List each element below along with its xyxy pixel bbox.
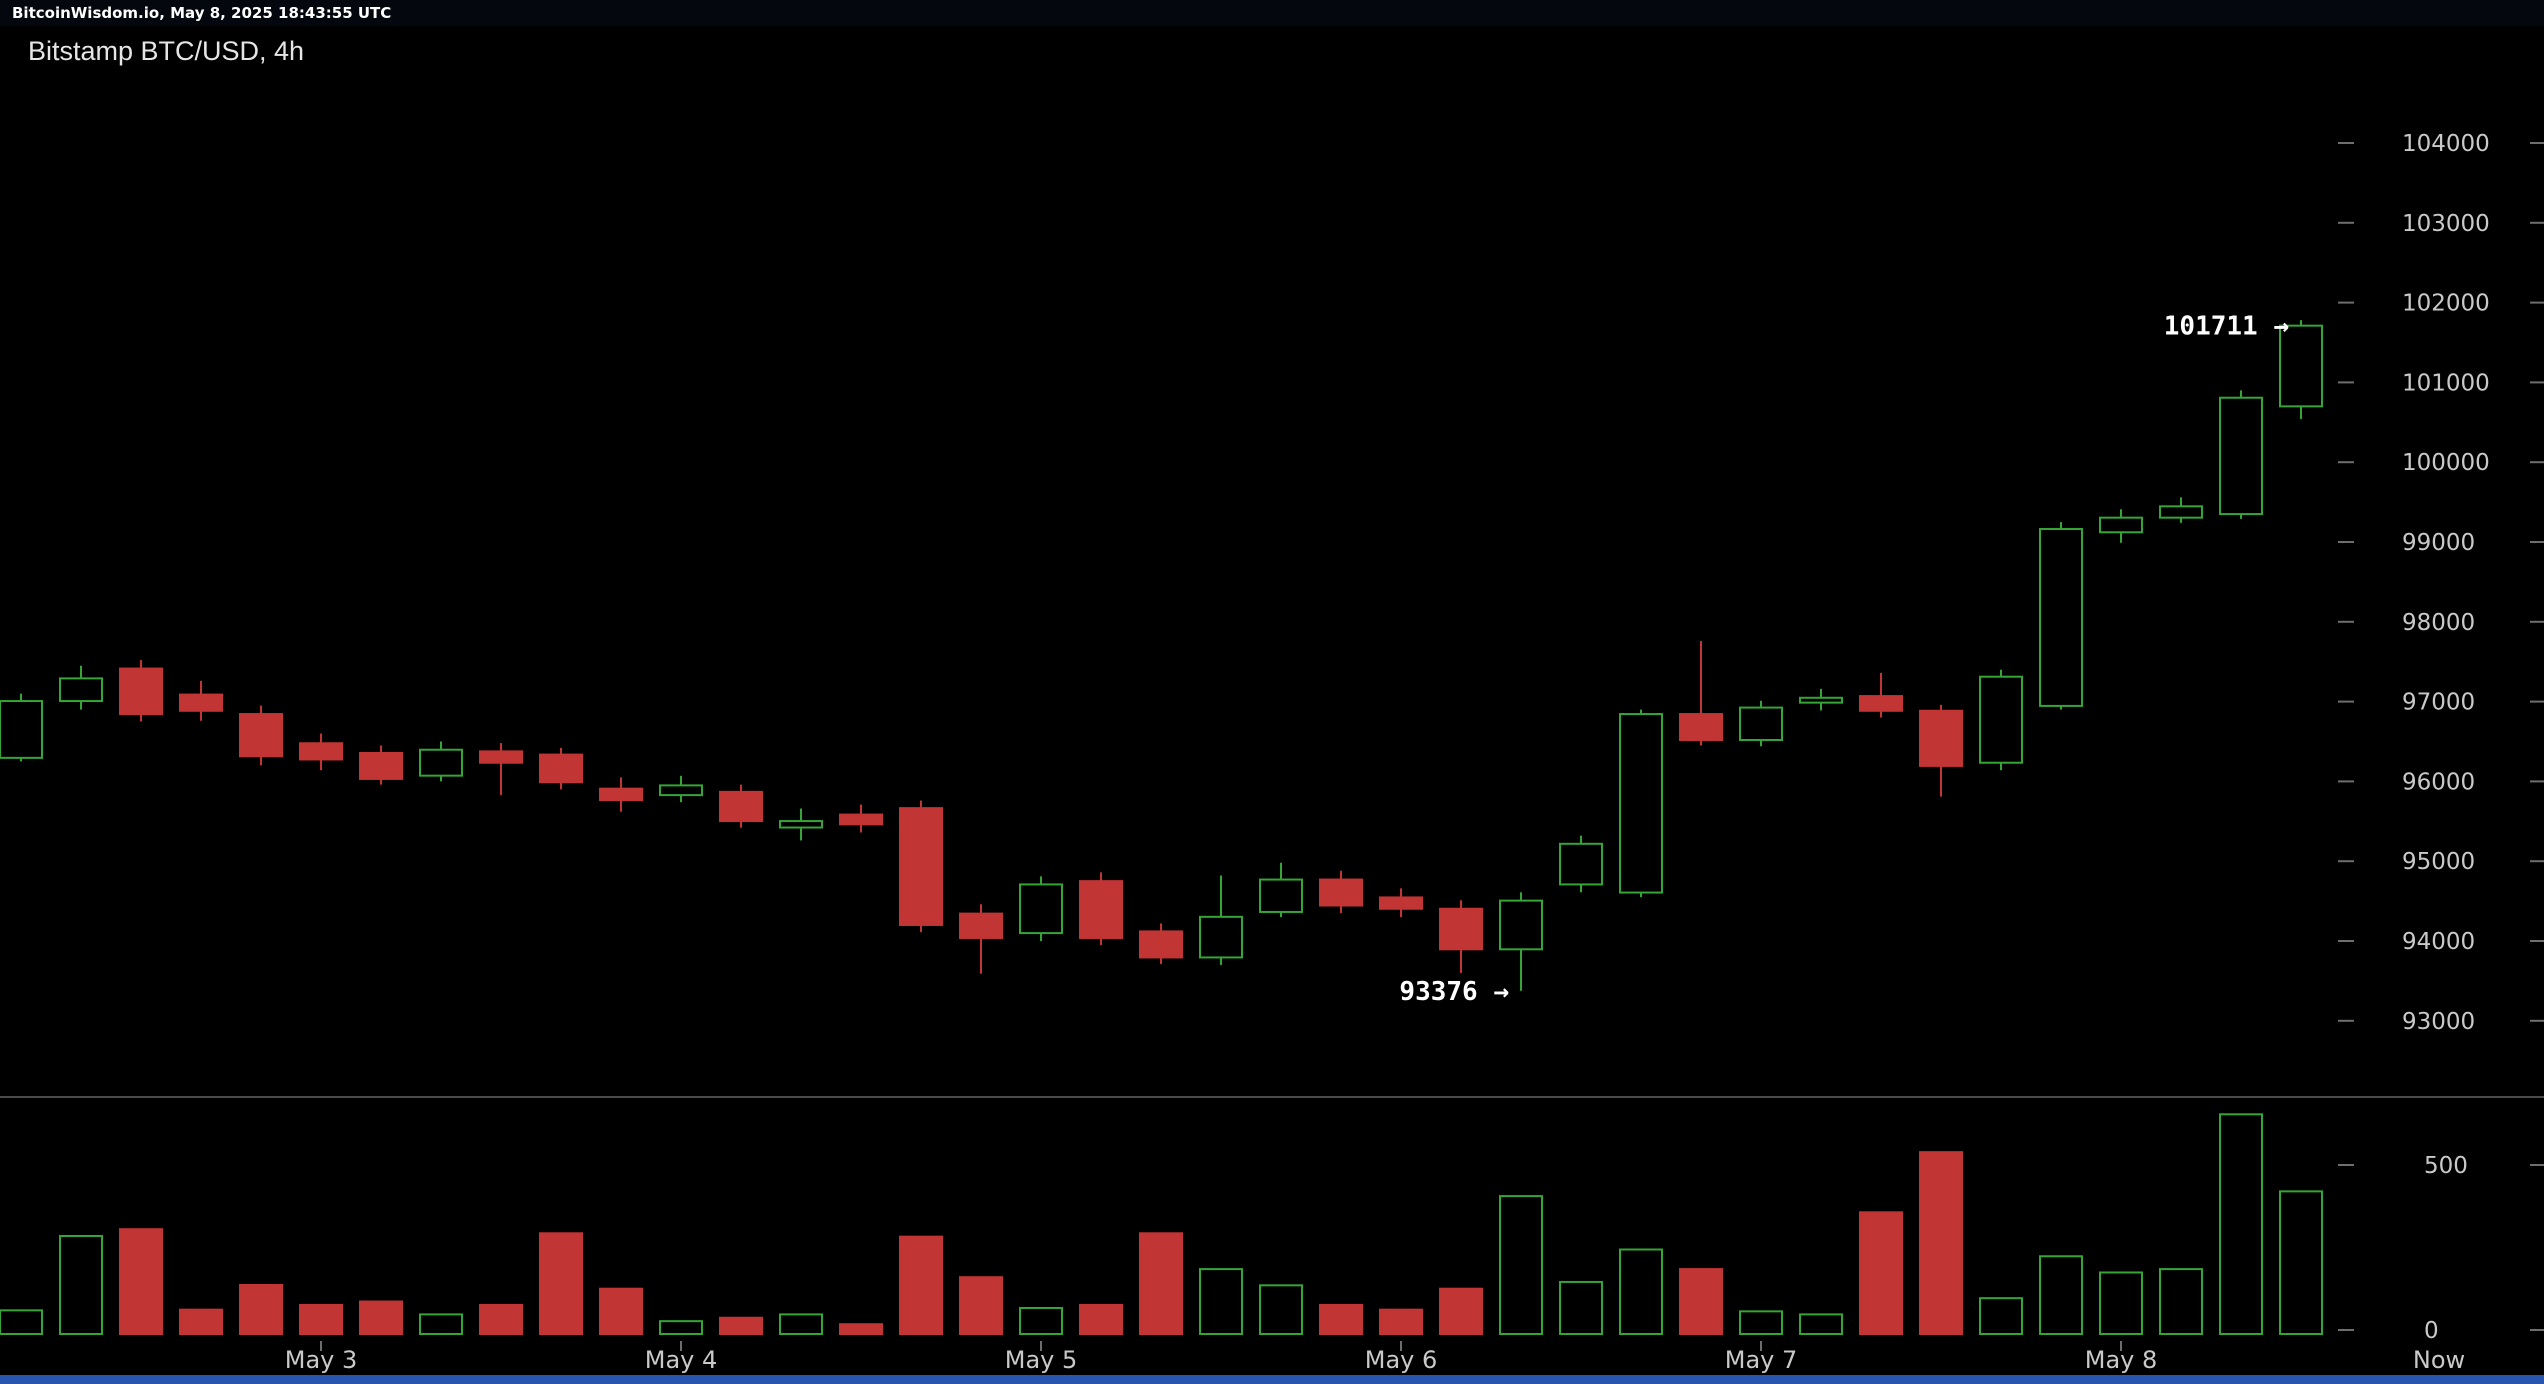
svg-text:Now: Now bbox=[2413, 1346, 2465, 1374]
svg-text:May 4: May 4 bbox=[645, 1346, 718, 1374]
svg-text:99000: 99000 bbox=[2402, 530, 2475, 556]
svg-text:95000: 95000 bbox=[2402, 849, 2475, 875]
svg-text:100000: 100000 bbox=[2402, 450, 2490, 476]
topbar: BitcoinWisdom.io, May 8, 2025 18:43:55 U… bbox=[0, 0, 2544, 26]
svg-text:102000: 102000 bbox=[2402, 291, 2490, 317]
svg-text:104000: 104000 bbox=[2402, 131, 2490, 157]
svg-text:94000: 94000 bbox=[2402, 929, 2475, 955]
svg-text:May 7: May 7 bbox=[1725, 1346, 1798, 1374]
svg-text:May 3: May 3 bbox=[285, 1346, 358, 1374]
svg-text:97000: 97000 bbox=[2402, 690, 2475, 716]
svg-text:103000: 103000 bbox=[2402, 211, 2490, 237]
svg-text:May 6: May 6 bbox=[1365, 1346, 1438, 1374]
svg-text:98000: 98000 bbox=[2402, 610, 2475, 636]
svg-text:May 5: May 5 bbox=[1005, 1346, 1078, 1374]
svg-text:96000: 96000 bbox=[2402, 769, 2475, 795]
price-annotation: 101711 → bbox=[2164, 312, 2289, 342]
chart-title: Bitstamp BTC/USD, 4h bbox=[28, 36, 305, 66]
price-annotation: 93376 → bbox=[1399, 977, 1509, 1007]
svg-text:101000: 101000 bbox=[2402, 370, 2490, 396]
topbar-text: BitcoinWisdom.io, May 8, 2025 18:43:55 U… bbox=[12, 4, 392, 22]
svg-text:May 8: May 8 bbox=[2085, 1346, 2158, 1374]
svg-text:93000: 93000 bbox=[2402, 1009, 2475, 1035]
svg-text:500: 500 bbox=[2424, 1153, 2468, 1179]
bottom-strip bbox=[0, 1375, 2544, 1384]
svg-text:0: 0 bbox=[2424, 1318, 2439, 1344]
